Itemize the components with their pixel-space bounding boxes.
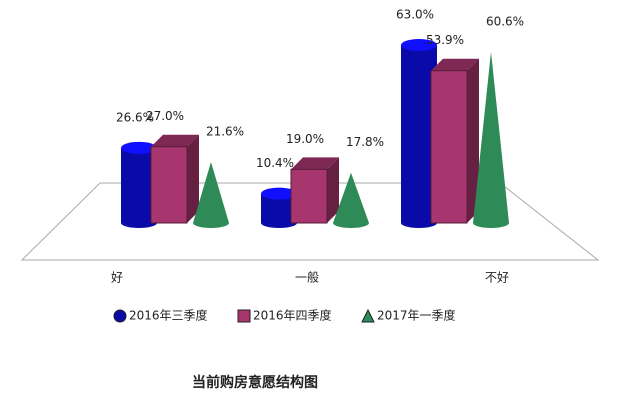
legend-icon <box>361 308 375 323</box>
bar <box>430 58 479 224</box>
cylinder-bottom <box>121 218 157 228</box>
legend-marker <box>113 309 127 323</box>
x-tick-label: 一般 <box>295 270 319 285</box>
legend-label: 2017年一季度 <box>377 308 456 323</box>
box-side <box>467 58 479 223</box>
value-label: 53.9% <box>426 33 464 47</box>
value-label: 21.6% <box>206 124 244 138</box>
value-label: 60.6% <box>486 14 524 28</box>
legend-icon <box>237 309 251 323</box>
x-tick-label: 好 <box>111 271 123 285</box>
cylinder-bottom <box>401 218 437 228</box>
legend-label: 2016年三季度 <box>129 308 208 323</box>
x-tick-label: 不好 <box>485 271 509 285</box>
floor <box>20 182 600 261</box>
cylinder-top <box>261 187 297 200</box>
legend-icon <box>113 309 127 323</box>
box-top <box>291 157 339 170</box>
box-side <box>327 157 339 223</box>
bar <box>473 51 509 229</box>
box-top <box>151 134 199 147</box>
cone <box>333 172 369 228</box>
value-label: 27.0% <box>146 109 184 123</box>
bar <box>333 172 369 228</box>
box-front <box>430 70 468 224</box>
caption: 当前购房意愿结构图 <box>192 374 318 391</box>
value-label: 26.6% <box>116 110 154 124</box>
bar <box>290 157 339 224</box>
value-label: 19.0% <box>286 132 324 146</box>
cylinder-bottom <box>261 218 297 228</box>
legend-marker <box>361 308 375 323</box>
cylinder-top <box>121 141 157 154</box>
bar <box>193 161 229 228</box>
box-front <box>290 168 328 224</box>
value-label: 10.4% <box>256 156 294 170</box>
cone <box>473 51 509 229</box>
cone <box>193 161 229 228</box>
legend-marker <box>237 309 251 323</box>
box-top <box>431 58 479 71</box>
legend-label: 2016年四季度 <box>253 308 332 323</box>
box-front <box>150 146 188 224</box>
box-side <box>187 134 199 223</box>
cylinder-top <box>401 39 437 51</box>
value-label: 17.8% <box>346 135 384 149</box>
bar <box>150 134 199 224</box>
value-label: 63.0% <box>396 8 434 22</box>
